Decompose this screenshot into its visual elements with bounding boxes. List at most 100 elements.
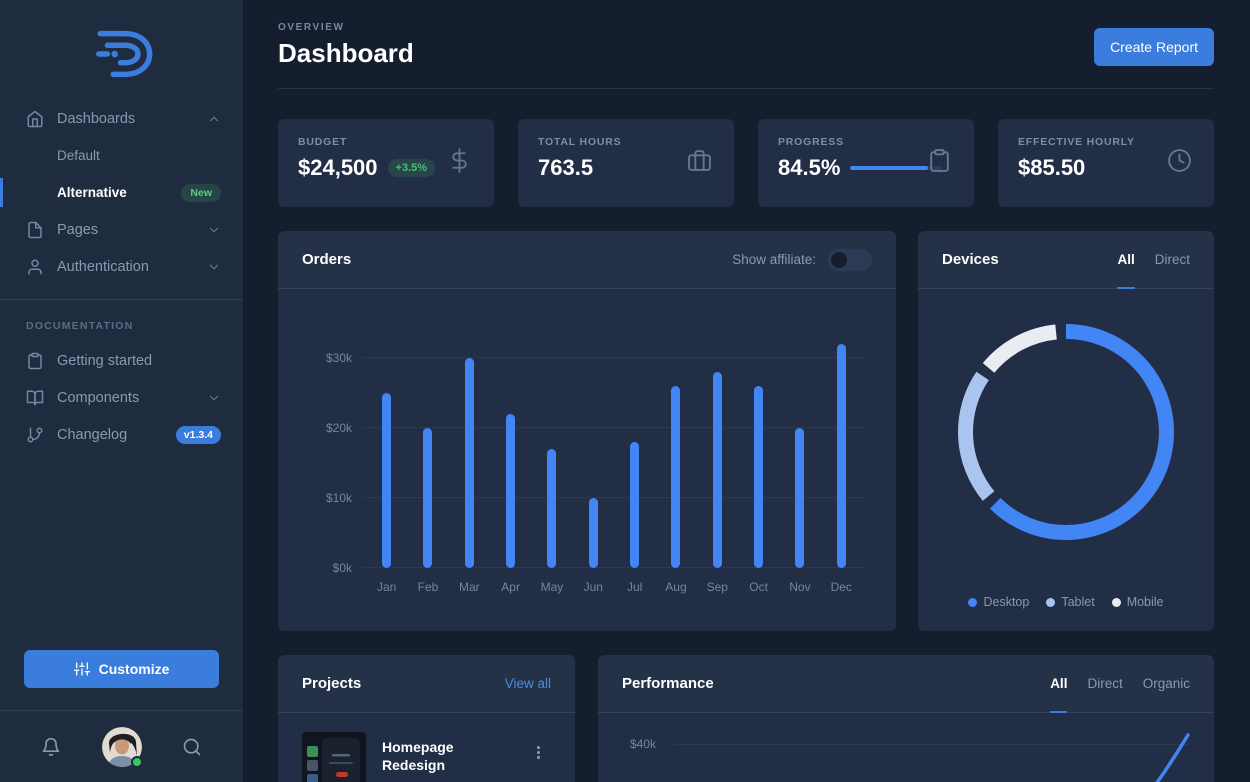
sidebar-item-label: Authentication [57,258,149,275]
kebab-menu-icon[interactable] [526,740,551,768]
sidebar-divider [0,299,243,300]
avatar-image [101,726,142,767]
bar-aug[interactable] [671,386,681,568]
project-list-item[interactable]: Homepage Redesign [278,713,575,782]
orders-card-title: Orders [302,251,352,268]
main-content: OVERVIEW Dashboard Create Report BUDGET $… [243,0,1250,782]
nav-section-label: DOCUMENTATION [26,320,134,332]
legend-tablet[interactable]: Tablet [1046,595,1095,609]
legend-dot-desktop [968,597,978,607]
bar-jul[interactable] [630,442,640,568]
bar-jun[interactable] [588,498,598,568]
sidebar-item-alternative[interactable]: Alternative New [0,174,243,211]
projects-card: Projects View all [278,655,575,782]
performance-gridline [674,744,1188,745]
sidebar-item-pages[interactable]: Pages [0,211,243,248]
sidebar-item-components[interactable]: Components [0,379,243,416]
toggle-knob [831,251,847,268]
x-axis-label-jul: Jul [626,580,643,594]
search-icon[interactable] [178,733,206,761]
performance-tab-organic[interactable]: Organic [1142,676,1190,691]
legend-dot-mobile [1111,597,1121,607]
stat-label: TOTAL HOURS [538,136,622,148]
sidebar-nav: Dashboards Default Alternative New Pages Auth… [0,100,243,453]
legend-desktop[interactable]: Desktop [968,595,1029,609]
stat-card-progress: PROGRESS 84.5% [758,119,974,207]
devices-card: Devices All Direct Desktop Tablet Mobile [918,231,1214,631]
bar-oct[interactable] [754,386,764,568]
stat-label: BUDGET [298,136,348,148]
bar-apr[interactable] [506,414,516,568]
performance-line-chart: $40k [598,713,1214,782]
stat-card-budget: BUDGET $24,500 +3.5% [278,119,494,207]
donut-segment-desktop[interactable] [958,324,1174,540]
x-axis-label-oct: Oct [749,580,768,594]
devices-legend: Desktop Tablet Mobile [918,595,1214,609]
bar-column-dec [821,323,862,568]
create-report-button[interactable]: Create Report [1094,28,1214,66]
x-axis-label-mar: Mar [458,580,480,594]
orders-card: Orders Show affiliate: $0k $10k $20k $30k J… [278,231,896,631]
performance-tab-direct[interactable]: Direct [1087,676,1123,691]
stat-label: EFFECTIVE HOURLY [1018,136,1135,148]
gridline-$0k: $0k [333,561,866,575]
bar-nov[interactable] [795,428,805,568]
bar-column-feb [407,323,448,568]
legend-mobile[interactable]: Mobile [1111,595,1164,609]
bar-column-aug [655,323,696,568]
sidebar: Dashboards Default Alternative New Pages Auth… [0,0,243,782]
progress-bar-fill [850,166,929,170]
donut-segment-mobile[interactable] [956,322,1176,542]
bar-column-oct [738,323,779,568]
y-axis-tick: $30k [325,350,352,365]
x-axis-label-apr: Apr [501,580,520,594]
clipboard-icon [26,352,44,370]
devices-tab-all[interactable]: All [1117,231,1136,289]
bar-may[interactable] [547,449,557,568]
brand-logo[interactable] [78,22,166,86]
sidebar-item-label: Components [57,389,140,406]
user-avatar[interactable] [101,726,143,768]
sidebar-item-label: Dashboards [57,110,136,127]
sidebar-item-default[interactable]: Default [0,137,243,174]
show-affiliate-toggle[interactable] [828,248,872,271]
devices-tab-direct[interactable]: Direct [1154,252,1190,267]
sidebar-item-changelog[interactable]: Changelog v1.3.4 [0,416,243,453]
sidebar-item-dashboards[interactable]: Dashboards [0,100,243,137]
bar-mar[interactable] [464,358,474,568]
customize-label: Customize [98,661,170,677]
legend-label: Mobile [1126,595,1164,609]
sliders-icon [73,661,90,677]
customize-button[interactable]: Customize [24,650,219,688]
stat-value: 763.5 [538,155,594,180]
view-all-link[interactable]: View all [504,676,551,691]
x-axis-label-nov: Nov [789,580,811,594]
performance-tab-all[interactable]: All [1050,655,1068,713]
donut-segment-tablet[interactable] [956,322,1176,542]
sidebar-item-getting-started[interactable]: Getting started [0,342,243,379]
sidebar-item-authentication[interactable]: Authentication [0,248,243,285]
progress-bar [850,166,943,170]
stat-delta-badge: +3.5% [387,159,436,177]
stat-card-total-hours: TOTAL HOURS 763.5 [518,119,734,207]
bar-sep[interactable] [712,372,722,568]
sidebar-item-label: Changelog [57,426,128,443]
bar-column-may [531,323,572,568]
bar-jan[interactable] [382,393,392,568]
stat-value: $85.50 [1018,155,1086,180]
project-name: Homepage Redesign [382,739,454,774]
clipboard-icon [927,148,952,178]
performance-card: Performance All Direct Organic $40k [598,655,1214,782]
notifications-bell-icon[interactable] [37,733,65,761]
x-axis-label-jun: Jun [583,580,603,594]
chevron-down-icon [207,223,221,237]
bar-feb[interactable] [423,428,433,568]
page-title: Dashboard [278,38,414,68]
gridline-$30k: $30k [326,351,866,365]
header-divider [278,88,1214,89]
project-thumbnail [302,732,366,782]
bar-dec[interactable] [836,344,846,568]
book-icon [26,389,44,407]
sidebar-item-label: Default [57,148,100,163]
